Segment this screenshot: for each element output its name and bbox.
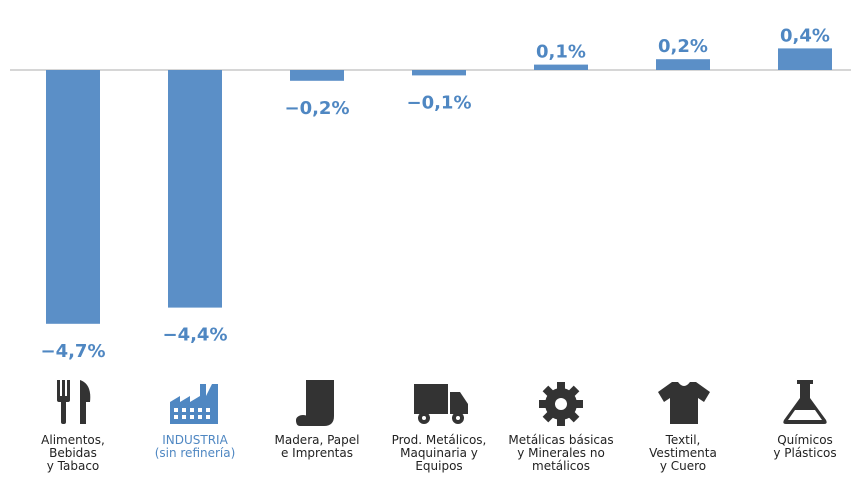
value-label: 0,4% [780, 25, 830, 46]
icon-truck [414, 384, 468, 424]
bar [290, 70, 344, 81]
icon-gear [539, 382, 583, 426]
category-label: Alimentos, Bebidas y Tabaco [41, 433, 105, 473]
value-label: 0,2% [658, 36, 708, 57]
value-label: −4,4% [162, 325, 227, 346]
bar [412, 70, 466, 76]
category-label: Madera, Papel e Imprentas [274, 433, 360, 460]
icon-paper [296, 380, 334, 426]
category-label: Textil, Vestimenta y Cuero [649, 433, 717, 473]
bar [46, 70, 100, 324]
category-label: Prod. Metálicos, Maquinaria y Equipos [391, 433, 487, 473]
value-label: −0,2% [284, 98, 349, 119]
category-label: Químicos y Plásticos [773, 433, 837, 460]
icon-factory [170, 384, 218, 424]
category-label: Metálicas básicas y Minerales no metálic… [508, 433, 614, 473]
bar [168, 70, 222, 308]
bar [656, 59, 710, 70]
bar [778, 48, 832, 70]
icon-flask [783, 380, 827, 424]
icon-shirt [658, 382, 710, 424]
value-label: −4,7% [40, 341, 105, 362]
category-label: INDUSTRIA (sin refinería) [154, 433, 236, 460]
icon-food [57, 380, 91, 424]
value-label: −0,1% [406, 92, 471, 113]
value-label: 0,1% [536, 42, 586, 63]
bar [534, 64, 588, 70]
